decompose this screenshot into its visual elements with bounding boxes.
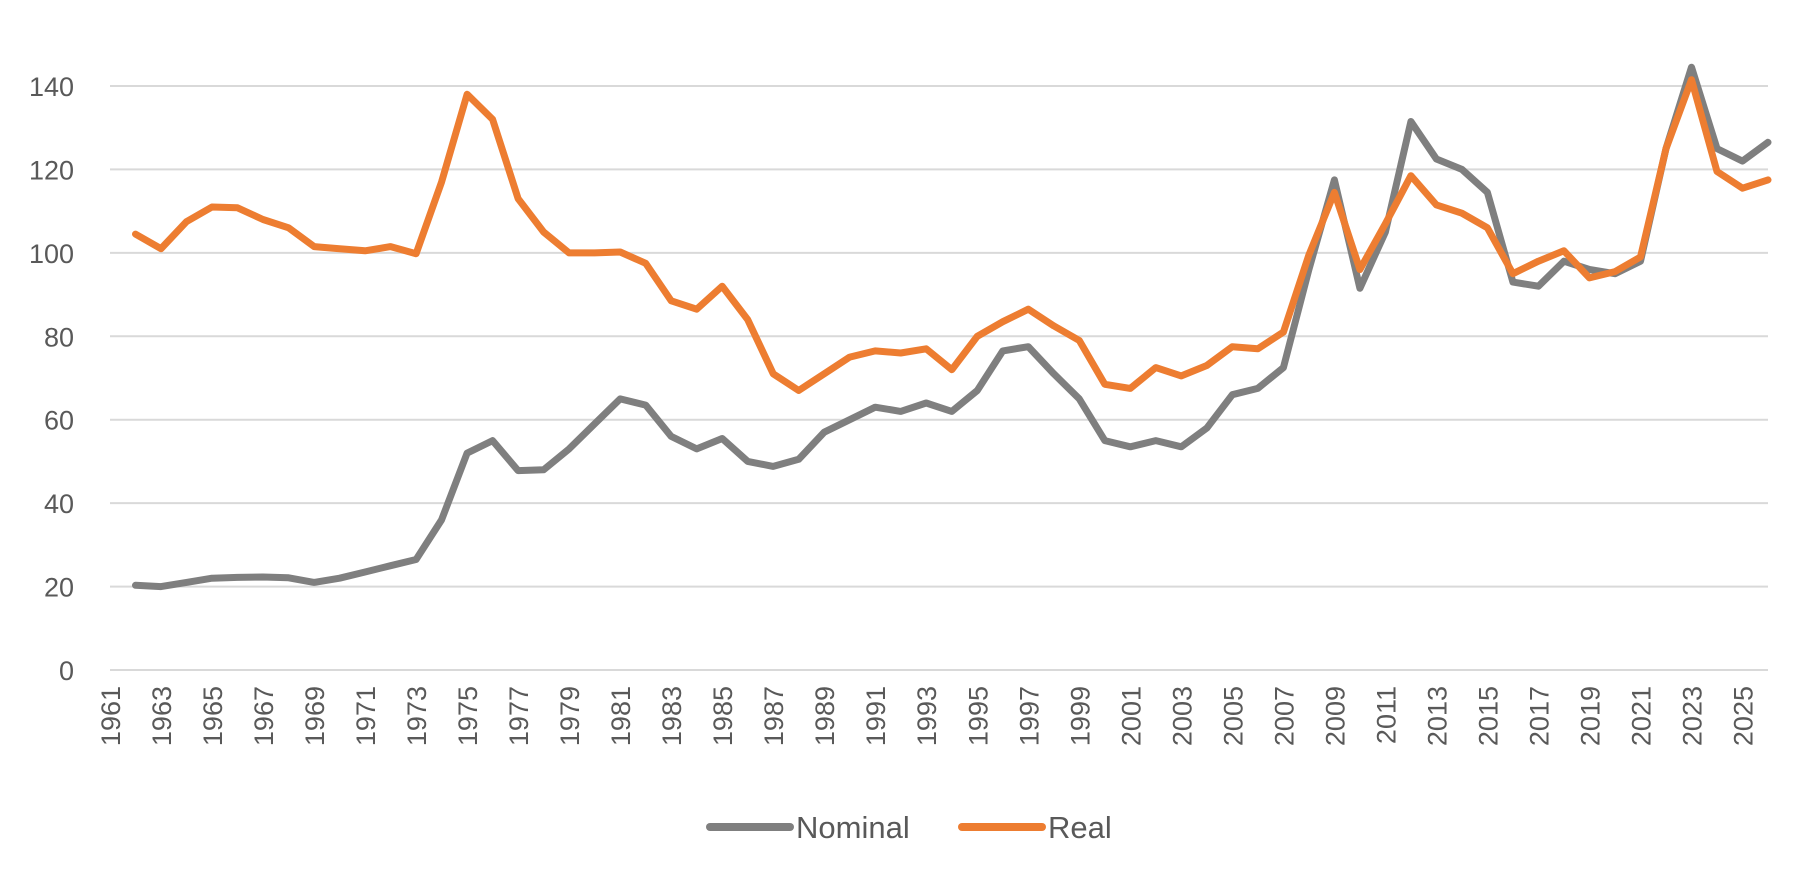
x-tick-label: 1967 (249, 686, 279, 746)
x-tick-label: 1997 (1014, 686, 1044, 746)
x-tick-label: 1983 (657, 686, 687, 746)
x-tick-label: 2021 (1626, 686, 1656, 746)
x-tick-label: 1977 (504, 686, 534, 746)
x-tick-label: 2013 (1422, 686, 1452, 746)
x-tick-label: 2001 (1116, 686, 1146, 746)
x-tick-label: 1963 (147, 686, 177, 746)
x-tick-label: 2019 (1575, 686, 1605, 746)
x-tick-label: 1973 (402, 686, 432, 746)
x-tick-label: 2017 (1524, 686, 1554, 746)
y-tick-label: 20 (44, 573, 74, 603)
x-tick-label: 2023 (1677, 686, 1707, 746)
x-tick-label: 2007 (1269, 686, 1299, 746)
x-tick-label: 2025 (1728, 686, 1758, 746)
x-tick-label: 1991 (861, 686, 891, 746)
legend: Nominal Real (706, 810, 1112, 845)
x-tick-label: 1975 (453, 686, 483, 746)
x-tick-label: 1965 (198, 686, 228, 746)
series-lines (132, 63, 1772, 591)
x-tick-label: 1993 (912, 686, 942, 746)
x-tick-label: 1969 (300, 686, 330, 746)
x-tick-label: 1989 (810, 686, 840, 746)
y-tick-label: 80 (44, 322, 74, 352)
y-axis-tick-labels: 0 20 40 60 80 100 120 140 (29, 72, 74, 686)
y-tick-label: 0 (59, 656, 74, 686)
x-tick-label: 1981 (606, 686, 636, 746)
x-tick-label: 1985 (708, 686, 738, 746)
x-tick-label: 1979 (555, 686, 585, 746)
gridlines (110, 85, 1768, 671)
legend-label-nominal: Nominal (796, 810, 910, 845)
x-tick-label: 1987 (759, 686, 789, 746)
legend-label-real: Real (1048, 810, 1112, 845)
x-tick-label: 2011 (1371, 686, 1401, 744)
y-tick-label: 100 (29, 239, 74, 269)
x-tick-label: 2009 (1320, 686, 1350, 746)
y-tick-label: 140 (29, 72, 74, 102)
series-line-nominal (132, 63, 1772, 591)
y-tick-label: 40 (44, 489, 74, 519)
x-tick-label: 1999 (1065, 686, 1095, 746)
x-tick-label: 1995 (963, 686, 993, 746)
y-tick-label: 60 (44, 406, 74, 436)
x-tick-label: 2015 (1473, 686, 1503, 746)
x-tick-label: 2003 (1167, 686, 1197, 746)
x-tick-label: 1971 (351, 686, 381, 746)
x-tick-label: 2005 (1218, 686, 1248, 746)
y-tick-label: 120 (29, 155, 74, 185)
x-axis-tick-labels: 1961 1963 1965 1967 1969 1971 1973 1975 1977 1979… (96, 686, 1758, 746)
series-line-real (132, 76, 1772, 394)
x-tick-label: 1961 (96, 686, 126, 746)
